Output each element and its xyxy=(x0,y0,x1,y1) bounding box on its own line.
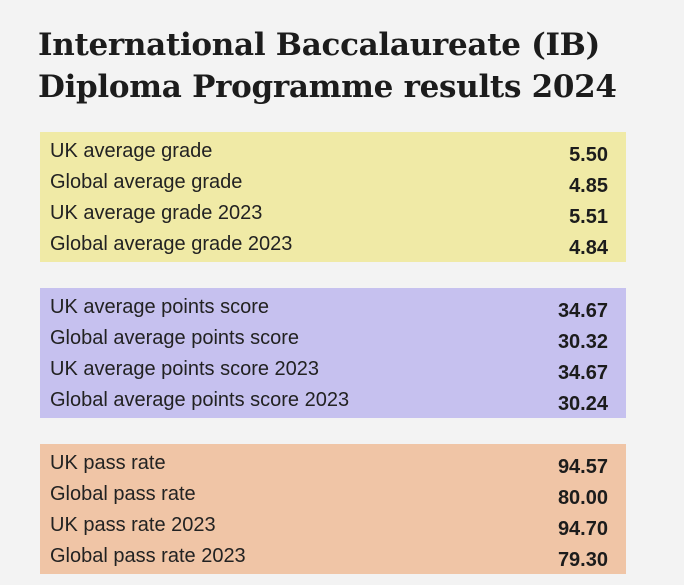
table-row: UK pass rate 2023 94.70 xyxy=(50,512,608,543)
row-value: 30.32 xyxy=(557,331,608,353)
row-label: Global pass rate 2023 xyxy=(50,545,246,567)
grade-panel: UK average grade 5.50 Global average gra… xyxy=(40,132,626,262)
row-label: Global pass rate xyxy=(50,483,196,505)
row-label: Global average grade xyxy=(50,171,243,193)
table-row: Global average points score 30.32 xyxy=(50,325,608,356)
row-value: 94.57 xyxy=(557,456,608,478)
row-label: UK average grade 2023 xyxy=(50,202,263,224)
table-row: UK average points score 34.67 xyxy=(50,294,608,325)
row-label: UK pass rate xyxy=(50,452,166,474)
row-label: Global average grade 2023 xyxy=(50,233,293,255)
table-row: Global average grade 2023 4.84 xyxy=(50,231,608,262)
page-title: International Baccalaureate (IB) Diploma… xyxy=(38,24,668,108)
row-value: 4.85 xyxy=(569,175,608,197)
row-value: 5.51 xyxy=(569,206,608,228)
row-value: 80.00 xyxy=(557,487,608,509)
table-row: Global pass rate 80.00 xyxy=(50,481,608,512)
row-label: UK average grade xyxy=(50,140,213,162)
row-value: 34.67 xyxy=(557,362,608,384)
row-value: 4.84 xyxy=(569,237,608,259)
row-label: UK average points score xyxy=(50,296,270,318)
table-row: UK pass rate 94.57 xyxy=(50,450,608,481)
row-value: 79.30 xyxy=(557,549,608,571)
table-row: Global average points score 2023 30.24 xyxy=(50,387,608,418)
row-label: UK pass rate 2023 xyxy=(50,514,216,536)
row-label: Global average points score 2023 xyxy=(50,389,350,411)
row-value: 94.70 xyxy=(557,518,608,540)
table-row: UK average points score 2023 34.67 xyxy=(50,356,608,387)
table-row: UK average grade 5.50 xyxy=(50,138,608,169)
row-value: 30.24 xyxy=(557,393,608,415)
row-label: UK average points score 2023 xyxy=(50,358,320,380)
table-row: Global average grade 4.85 xyxy=(50,169,608,200)
table-row: Global pass rate 2023 79.30 xyxy=(50,543,608,574)
row-label: Global average points score xyxy=(50,327,300,349)
table-row: UK average grade 2023 5.51 xyxy=(50,200,608,231)
pass-rate-panel: UK pass rate 94.57 Global pass rate 80.0… xyxy=(40,444,626,574)
title-line-1: International Baccalaureate (IB) xyxy=(38,27,600,63)
row-value: 5.50 xyxy=(569,144,608,166)
points-panel: UK average points score 34.67 Global ave… xyxy=(40,288,626,418)
row-value: 34.67 xyxy=(557,300,608,322)
title-line-2: Diploma Programme results 2024 xyxy=(38,69,617,105)
